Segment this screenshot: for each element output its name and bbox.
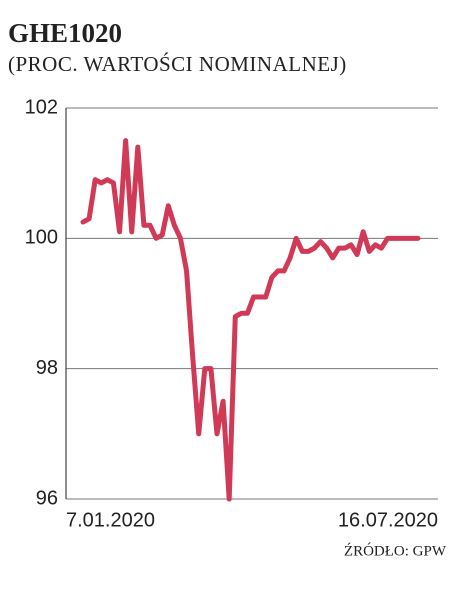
y-tick-label: 100 — [25, 227, 58, 249]
chart-title: GHE1020 — [8, 18, 122, 48]
y-tick-label: 96 — [36, 487, 58, 509]
x-tick-label: 16.07.2020 — [338, 509, 438, 531]
source: ŹRÓDŁO: GPW — [344, 542, 447, 559]
data-line — [80, 138, 421, 502]
y-tick-label: 98 — [36, 357, 58, 379]
y-tick-label: 102 — [25, 96, 58, 118]
x-tick-label: 7.01.2020 — [66, 509, 155, 531]
chart-subtitle: (PROC. WARTOŚCI NOMINALNEJ) — [8, 52, 347, 76]
